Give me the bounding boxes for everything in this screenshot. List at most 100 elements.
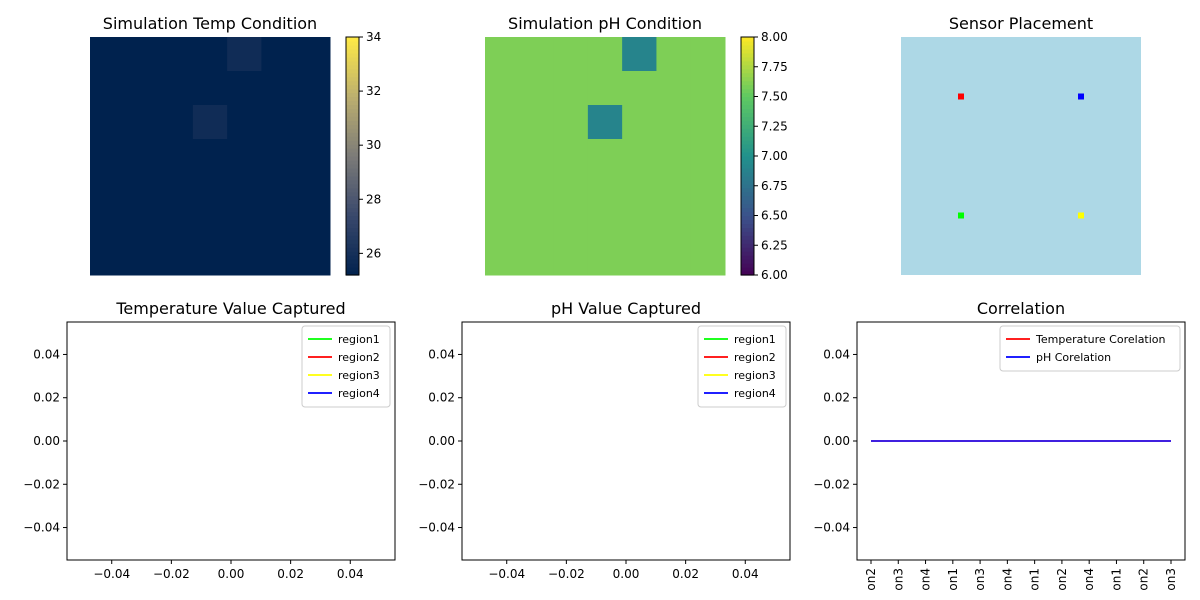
- colorbar-segment: [346, 100, 359, 106]
- heatmap-cell: [656, 207, 692, 242]
- colorbar-segment: [741, 211, 754, 217]
- legend-entry: region3: [734, 369, 776, 382]
- heatmap-cell: [192, 173, 228, 208]
- heatmap-cell: [553, 105, 589, 140]
- x-tick-label: −0.04: [93, 567, 130, 581]
- x-tick-label: on3: [973, 568, 987, 591]
- heatmap-cell: [553, 71, 589, 106]
- heatmap-cell: [124, 105, 160, 140]
- sensor-marker: [958, 212, 964, 219]
- sensor-marker: [1078, 93, 1084, 100]
- colorbar-segment: [741, 148, 754, 153]
- heatmap-cell: [553, 207, 589, 242]
- heatmap-cell: [158, 71, 194, 106]
- colorbar-segment: [346, 128, 359, 133]
- y-tick-label: 0.00: [823, 434, 850, 448]
- y-tick-label: −0.02: [813, 477, 850, 491]
- heatmap-cell: [261, 207, 297, 242]
- heatmap-cell: [622, 173, 657, 208]
- colorbar-segment: [741, 203, 754, 209]
- colorbar-segment: [346, 72, 359, 78]
- colorbar-segment: [741, 219, 754, 225]
- temp-captured: Temperature Value Captured −0.04 −0.02 0.00…: [23, 299, 396, 581]
- colorbar-tick-label: 6.75: [761, 179, 788, 193]
- colorbar-segment: [741, 112, 754, 117]
- colorbar-segment: [741, 52, 754, 58]
- heatmap-cell: [90, 207, 125, 242]
- heatmap-cell: [192, 207, 228, 242]
- colorbar-segment: [346, 219, 359, 225]
- colorbar-segment: [346, 167, 359, 173]
- colorbar-segment: [346, 211, 359, 217]
- y-tick-label: 0.04: [428, 347, 455, 361]
- colorbar-segment: [741, 247, 754, 252]
- legend-entry: region3: [338, 369, 380, 382]
- x-tick-label: on2: [864, 568, 878, 591]
- heatmap-cell: [485, 139, 520, 174]
- x-tick-label: −0.02: [153, 567, 190, 581]
- heatmap-cell: [519, 71, 555, 106]
- heatmap-cell: [485, 105, 520, 140]
- y-tick-label: 0.04: [33, 347, 60, 361]
- heatmap-cell: [227, 207, 262, 242]
- x-tick-label: on1: [1109, 568, 1123, 591]
- y-tick-label: −0.04: [23, 521, 60, 535]
- x-tick-label: −0.04: [488, 567, 525, 581]
- heatmap-cell: [124, 241, 160, 276]
- y-tick-label: −0.04: [418, 521, 455, 535]
- x-tick-label: −0.02: [548, 567, 585, 581]
- x-tick-label: 0.00: [218, 567, 245, 581]
- colorbar-segment: [741, 183, 754, 189]
- heatmap-cell: [553, 173, 589, 208]
- heatmap-cell: [261, 71, 297, 106]
- colorbar-segment: [346, 223, 359, 228]
- colorbar-segment: [741, 231, 754, 236]
- panel-title: Sensor Placement: [949, 14, 1093, 33]
- heatmap-cell: [90, 37, 125, 72]
- colorbar-frame: [345, 36, 360, 276]
- heatmap-cell: [553, 139, 589, 174]
- colorbar-segment: [741, 48, 754, 54]
- heatmap-cell: [587, 139, 623, 174]
- colorbar-segment: [741, 171, 754, 177]
- colorbar-segment: [741, 207, 754, 213]
- heatmap-cell: [519, 241, 555, 276]
- colorbar-segment: [741, 215, 754, 221]
- colorbar-segment: [346, 179, 359, 185]
- heatmap-cell: [690, 105, 726, 140]
- colorbar-segment: [346, 199, 359, 205]
- heatmap-cell: [158, 207, 194, 242]
- correlation: Correlation −0.04 −0.02 0.00 0.02 0.04 on2 on3 o…: [813, 299, 1186, 591]
- temp-heatmap: Simulation Temp Condition 26 28 30 32 34: [90, 14, 381, 276]
- heatmap-cell: [158, 37, 194, 72]
- x-tick-label: on1: [1028, 568, 1042, 591]
- colorbar-segment: [741, 144, 754, 149]
- colorbar-segment: [346, 140, 359, 145]
- colorbar-segment: [346, 187, 359, 193]
- colorbar-segment: [346, 132, 359, 137]
- y-tick-label: 0.00: [33, 434, 60, 448]
- colorbar-segment: [346, 152, 359, 157]
- heatmap-cell: [622, 207, 657, 242]
- colorbar-segment: [346, 104, 359, 109]
- colorbar-segment: [741, 60, 754, 66]
- heatmap-cell: [295, 139, 331, 174]
- colorbar-segment: [346, 44, 359, 50]
- colorbar-segment: [346, 195, 359, 201]
- heatmap-cell: [192, 37, 228, 72]
- heatmap-cell: [261, 241, 297, 276]
- colorbar-segment: [741, 267, 754, 272]
- sensor-marker: [1078, 212, 1084, 219]
- colorbar-segment: [741, 80, 754, 86]
- heatmap-cell: [124, 207, 160, 242]
- x-tick-label: on4: [1000, 568, 1014, 591]
- colorbar-segment: [741, 223, 754, 228]
- heatmap-cell: [656, 241, 692, 276]
- colorbar-segment: [741, 187, 754, 193]
- colorbar-segment: [346, 267, 359, 272]
- colorbar-segment: [741, 88, 754, 94]
- colorbar-segment: [741, 40, 754, 46]
- heatmap-cell: [90, 241, 125, 276]
- colorbar-tick-label: 6.50: [761, 209, 788, 223]
